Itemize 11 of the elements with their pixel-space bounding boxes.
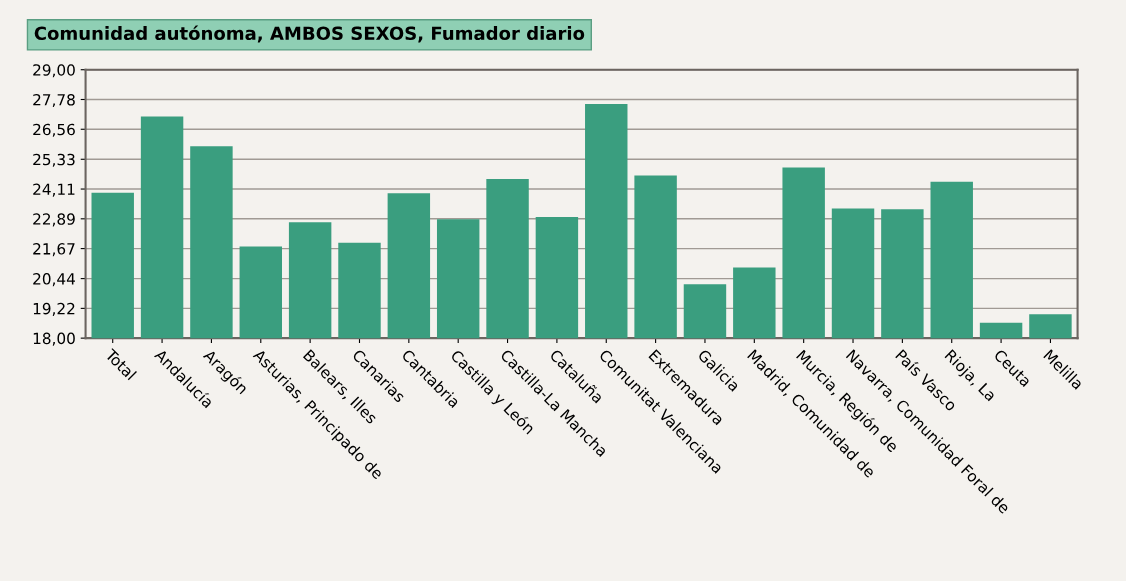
y-tick-label: 20,44 bbox=[33, 273, 75, 287]
y-tick-label: 27,78 bbox=[33, 93, 75, 108]
y-tick-label: 26,56 bbox=[33, 123, 75, 137]
y-tick-label: 22,89 bbox=[33, 213, 75, 227]
y-tick-label: 25,33 bbox=[33, 153, 75, 167]
y-tick-label: 24,11 bbox=[33, 183, 75, 197]
chart-title: Comunidad autónoma, AMBOS SEXOS, Fumador diario bbox=[34, 25, 585, 43]
y-tick-label: 29,00 bbox=[33, 64, 75, 78]
y-tick-label: 18,00 bbox=[33, 332, 75, 346]
y-tick-label: 21,67 bbox=[33, 243, 75, 257]
y-tick-label: 19,22 bbox=[33, 302, 75, 316]
